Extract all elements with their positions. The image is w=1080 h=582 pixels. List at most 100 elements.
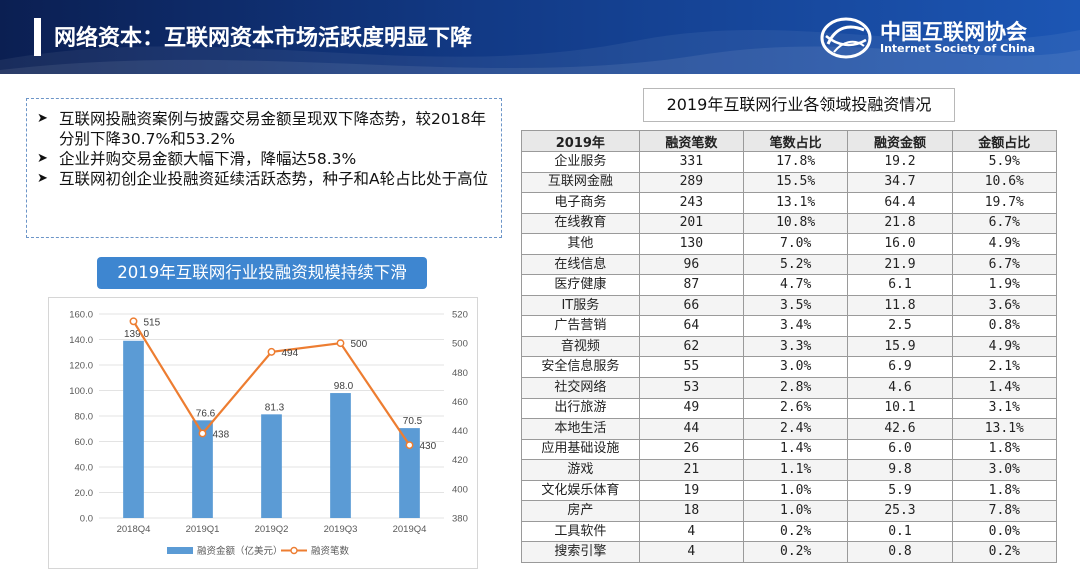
table-cell: 21.9	[847, 253, 953, 276]
arrow-bullet-icon: ➤	[37, 151, 48, 166]
table-cell: 9.8	[847, 459, 953, 481]
y-left-tick-label: 0.0	[80, 514, 93, 525]
bar-2019Q1	[192, 420, 213, 518]
table-cell: 0.2%	[742, 520, 849, 543]
isc-logo-icon	[820, 17, 872, 59]
table-cell: 17.8%	[742, 151, 849, 173]
table-cell: 4.9%	[951, 335, 1058, 358]
table-title: 2019年互联网行业各领域投融资情况	[643, 88, 955, 122]
x-tick-label: 2019Q1	[186, 524, 220, 535]
line-data-label: 515	[144, 317, 161, 328]
sector-name-cell: 广告营销	[521, 315, 640, 337]
table-cell: 18	[638, 500, 745, 522]
table-cell: 1.1%	[742, 459, 849, 481]
y-right-tick-label: 420	[452, 455, 468, 466]
sector-name-cell: IT服务	[521, 294, 640, 317]
bar-2019Q4	[399, 428, 420, 518]
table-cell: 3.0%	[742, 356, 849, 379]
sector-name-cell: 音视频	[521, 335, 640, 358]
table-row: 医疗健康 87 4.7% 6.1 1.9%	[521, 274, 1058, 296]
table-cell: 3.4%	[742, 315, 849, 337]
bar-2018Q4	[123, 340, 144, 518]
y-right-tick-label: 380	[452, 514, 468, 525]
table-cell: 62	[638, 335, 745, 358]
y-left-tick-label: 80.0	[75, 412, 94, 423]
table-cell: 55	[638, 356, 745, 379]
bar-data-label: 76.6	[196, 408, 216, 419]
y-left-tick-label: 20.0	[75, 488, 94, 499]
table-cell: 96	[638, 253, 745, 276]
table-cell: 6.0	[847, 438, 953, 461]
table-cell: 15.5%	[742, 171, 849, 194]
table-cell: 49	[638, 397, 745, 420]
header-wave-decoration	[0, 30, 1080, 74]
bullet-text: 互联网初创企业投融资延续活跃态势，种子和A轮占比处于高位	[59, 170, 489, 188]
table-cell: 19.7%	[951, 192, 1058, 214]
bullet-item: ➤ 企业并购交易金额大幅下滑，降幅达58.3%	[37, 149, 491, 169]
table-cell: 19	[638, 479, 745, 502]
y-right-tick-label: 460	[452, 397, 468, 408]
table-header-cell: 金额占比	[951, 130, 1058, 152]
table-cell: 10.8%	[742, 212, 849, 235]
table-cell: 1.8%	[951, 438, 1058, 461]
table-cell: 66	[638, 294, 745, 317]
x-tick-label: 2018Q4	[117, 524, 151, 535]
table-cell: 26	[638, 438, 745, 461]
bar-data-label: 98.0	[334, 381, 354, 392]
table-cell: 1.0%	[742, 500, 849, 522]
table-row: 电子商务 243 13.1% 64.4 19.7%	[521, 192, 1058, 214]
table-cell: 34.7	[847, 171, 953, 194]
line-point-2018Q4	[129, 317, 138, 326]
table-cell: 19.2	[847, 151, 953, 173]
sector-name-cell: 本地生活	[521, 418, 640, 440]
sector-name-cell: 文化娱乐体育	[521, 479, 640, 502]
table-row: 在线教育 201 10.8% 21.8 6.7%	[521, 212, 1058, 235]
table-cell: 1.8%	[951, 479, 1058, 502]
bar-data-label: 139.0	[124, 329, 149, 340]
sector-name-cell: 电子商务	[521, 192, 640, 214]
table-cell: 4.9%	[951, 233, 1058, 255]
key-findings-box: ➤ 互联网投融资案例与披露交易金额呈现双下降态势，较2018年分别下降30.7%…	[26, 98, 502, 238]
table-cell: 25.3	[847, 500, 953, 522]
table-cell: 4.7%	[742, 274, 849, 296]
x-tick-label: 2019Q3	[324, 524, 358, 535]
bar-2019Q2	[261, 414, 282, 518]
table-cell: 4	[638, 541, 745, 563]
sector-name-cell: 在线教育	[521, 212, 640, 235]
table-cell: 5.2%	[742, 253, 849, 276]
line-data-label: 500	[351, 339, 368, 350]
logo-english-name: Internet Society of China	[880, 42, 1036, 55]
table-row: 文化娱乐体育 19 1.0% 5.9 1.8%	[521, 479, 1058, 502]
table-header-cell: 2019年	[521, 130, 640, 152]
table-row: 房产 18 1.0% 25.3 7.8%	[521, 500, 1058, 522]
table-cell: 6.7%	[951, 253, 1058, 276]
sector-name-cell: 其他	[521, 233, 640, 255]
table-row: 游戏 21 1.1% 9.8 3.0%	[521, 459, 1058, 481]
sector-name-cell: 出行旅游	[521, 397, 640, 420]
table-row: 搜索引擎 4 0.2% 0.8 0.2%	[521, 541, 1058, 563]
table-cell: 10.6%	[951, 171, 1058, 194]
chart-title-banner: 2019年互联网行业投融资规模持续下滑	[97, 257, 427, 289]
table-row: 企业服务 331 17.8% 19.2 5.9%	[521, 151, 1058, 173]
table-cell: 0.0%	[951, 520, 1058, 543]
table-cell: 42.6	[847, 418, 953, 440]
bullet-item: ➤ 互联网投融资案例与披露交易金额呈现双下降态势，较2018年分别下降30.7%…	[37, 109, 491, 149]
y-left-tick-label: 160.0	[69, 310, 93, 321]
table-cell: 2.8%	[742, 377, 849, 399]
table-cell: 3.1%	[951, 397, 1058, 420]
table-cell: 7.0%	[742, 233, 849, 255]
table-cell: 4.6	[847, 377, 953, 399]
table-cell: 64	[638, 315, 745, 337]
table-cell: 1.0%	[742, 479, 849, 502]
y-right-tick-label: 520	[452, 310, 468, 321]
y-right-tick-label: 400	[452, 484, 468, 495]
y-left-tick-label: 40.0	[75, 463, 94, 474]
arrow-bullet-icon: ➤	[37, 111, 48, 126]
table-row: 本地生活 44 2.4% 42.6 13.1%	[521, 418, 1058, 440]
sector-name-cell: 工具软件	[521, 520, 640, 543]
logo-chinese-name: 中国互联网协会	[880, 20, 1027, 44]
table-cell: 3.0%	[951, 459, 1058, 481]
table-row: 其他 130 7.0% 16.0 4.9%	[521, 233, 1058, 255]
table-cell: 21.8	[847, 212, 953, 235]
table-row: 在线信息 96 5.2% 21.9 6.7%	[521, 253, 1058, 276]
